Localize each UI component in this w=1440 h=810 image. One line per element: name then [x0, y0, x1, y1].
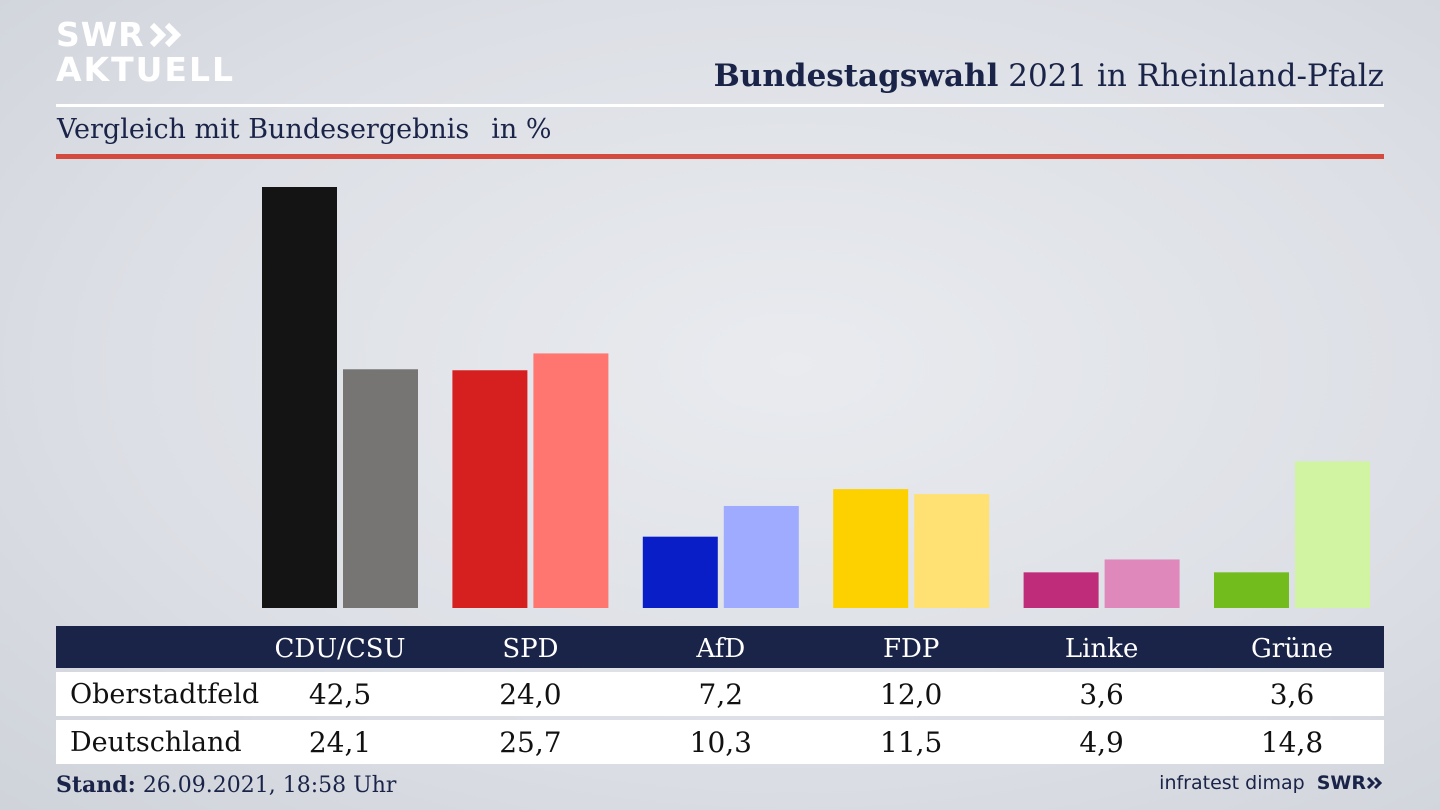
title-rest: 2021 in Rheinland-Pfalz: [1008, 58, 1384, 94]
logo-line2: AKTUELL: [56, 50, 236, 89]
category-label: AfD: [696, 634, 746, 664]
value-cell: 7,2: [698, 677, 744, 711]
value-cell: 10,3: [689, 725, 752, 759]
double-chevron-icon: [1366, 776, 1383, 790]
category-label: SPD: [502, 634, 559, 664]
bar-cdu-csu-oberstadtfeld: [262, 187, 337, 608]
stand-value: 26.09.2021, 18:58 Uhr: [142, 773, 397, 798]
subtitle-divider: [56, 154, 1384, 159]
logo-line1: SWR: [56, 15, 145, 54]
category-label: CDU/CSU: [274, 634, 406, 664]
value-cell: 42,5: [308, 677, 372, 711]
bar-linke-deutschland: [1104, 559, 1180, 608]
stand-label: Stand:: [56, 772, 136, 798]
bar-afd-deutschland: [723, 505, 799, 608]
brand-text: SWR: [1316, 772, 1366, 794]
source-text: infratest dimap: [1159, 772, 1305, 794]
bar-spd-deutschland: [533, 353, 609, 608]
bar-afd-oberstadtfeld: [642, 536, 718, 608]
bar-fdp-oberstadtfeld: [833, 489, 909, 608]
category-label: FDP: [882, 634, 940, 664]
bar-spd-oberstadtfeld: [452, 370, 528, 608]
bar-grüne-oberstadtfeld: [1214, 572, 1289, 608]
row-label: Deutschland: [70, 726, 242, 758]
results-table: CDU/CSU SPD AfD FDP Linke Grüne Oberstadtfeld…: [56, 626, 1384, 764]
category-label: Grüne: [1250, 634, 1334, 664]
value-cell: 12,0: [880, 677, 943, 711]
bar-fdp-deutschland: [914, 494, 990, 608]
value-cell: 24,0: [499, 677, 562, 711]
source-credit: infratest dimap SWR: [1159, 772, 1384, 794]
double-chevron-icon: [149, 22, 181, 47]
table-header: CDU/CSU SPD AfD FDP Linke Grüne: [56, 626, 1384, 668]
table-row: Deutschland 24,1 25,7 10,3 11,5 4,9 14,8: [56, 720, 1384, 764]
bar-chart: [262, 187, 1370, 608]
bar-cdu-csu-deutschland: [343, 369, 418, 608]
swr-brand: SWR: [1317, 772, 1384, 794]
title-divider: [56, 104, 1384, 107]
page-title: Bundestagswahl 2021 in Rheinland-Pfalz: [714, 58, 1384, 94]
value-cell: 4,9: [1079, 725, 1124, 759]
title-bold: Bundestagswahl: [713, 58, 999, 94]
value-cell: 3,6: [1269, 677, 1315, 711]
value-cell: 24,1: [308, 725, 372, 759]
category-label: Linke: [1064, 634, 1139, 664]
value-cell: 3,6: [1079, 677, 1124, 711]
value-cell: 25,7: [499, 725, 562, 759]
subtitle-text: Vergleich mit Bundesergebnis: [57, 114, 470, 145]
chart-subtitle: Vergleich mit Bundesergebnis in %: [57, 114, 552, 145]
table-row: Oberstadtfeld 42,5 24,0 7,2 12,0 3,6 3,6: [56, 672, 1384, 716]
value-cell: 14,8: [1260, 725, 1324, 759]
value-cell: 11,5: [880, 725, 943, 759]
bar-linke-oberstadtfeld: [1023, 572, 1099, 608]
row-label: Oberstadtfeld: [70, 678, 260, 710]
subtitle-unit: in %: [491, 114, 552, 145]
swr-aktuell-logo: SWR AKTUELL: [56, 18, 235, 86]
timestamp: Stand: 26.09.2021, 18:58 Uhr: [56, 772, 396, 798]
bar-grüne-deutschland: [1295, 461, 1370, 608]
